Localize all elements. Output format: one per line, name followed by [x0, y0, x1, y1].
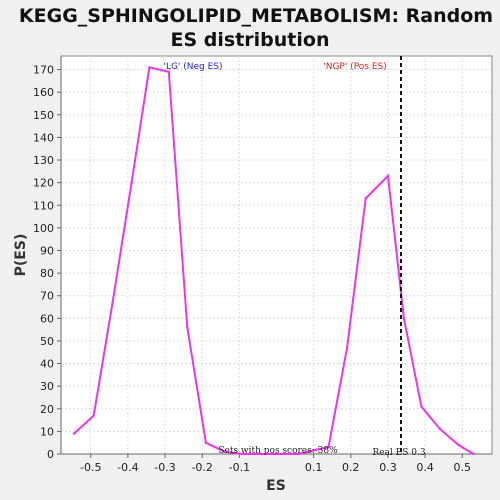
real-es-text: Real ES 0.3 — [372, 448, 425, 458]
sets-with-pos-scores-text: Sets with pos scores: 38% — [218, 446, 338, 456]
data-point-16 — [364, 197, 367, 200]
data-point-5 — [167, 70, 170, 74]
x-tick-label-0: -0.5 — [80, 461, 101, 474]
y-tick-label-0: 0 — [47, 448, 54, 461]
data-point-4 — [148, 66, 151, 69]
y-tick-label-14: 140 — [33, 131, 54, 144]
data-point-6 — [186, 326, 189, 329]
y-tick-label-5: 50 — [40, 335, 54, 348]
y-tick-label-12: 120 — [33, 177, 54, 190]
chart-title-line1: KEGG_SPHINGOLIPID_METABOLISM: Random — [19, 5, 493, 27]
data-point-19 — [420, 405, 423, 408]
y-tick-label-13: 130 — [33, 154, 54, 167]
y-tick-label-2: 20 — [40, 403, 54, 416]
y-tick-label-17: 170 — [33, 64, 54, 77]
y-tick-label-10: 100 — [33, 222, 54, 235]
x-tick-label-8: 0.4 — [416, 461, 434, 474]
data-point-12 — [297, 452, 300, 456]
y-tick-label-15: 150 — [33, 109, 54, 122]
data-point-14 — [327, 446, 330, 449]
y-axis-label: P(ES) — [13, 234, 29, 277]
y-tick-label-6: 60 — [40, 312, 54, 325]
y-tick-label-3: 30 — [40, 380, 54, 393]
data-point-8 — [223, 450, 226, 453]
data-point-13 — [316, 448, 319, 451]
x-axis-label: ES — [266, 478, 286, 494]
data-point-22 — [472, 452, 475, 456]
x-tick-label-7: 0.3 — [379, 461, 397, 474]
data-point-2 — [111, 301, 114, 304]
pos-es-label: 'NGP' (Pos ES) — [323, 62, 387, 72]
data-point-1 — [92, 414, 95, 417]
x-tick-label-3: -0.2 — [191, 461, 212, 474]
data-point-10 — [260, 452, 263, 456]
x-tick-label-4: -0.1 — [229, 461, 250, 474]
chart-title-line2: ES distribution — [171, 29, 330, 51]
y-tick-label-4: 40 — [40, 358, 54, 371]
data-points — [72, 66, 475, 456]
x-tick-label-1: -0.4 — [117, 461, 138, 474]
x-tick-label-6: 0.2 — [342, 461, 360, 474]
data-point-21 — [457, 443, 460, 447]
y-tick-label-16: 160 — [33, 86, 54, 99]
data-point-15 — [345, 346, 349, 349]
neg-es-label: 'LG' (Neg ES) — [163, 62, 222, 72]
y-tick-label-9: 90 — [40, 244, 54, 257]
data-point-11 — [279, 452, 282, 456]
plot-area — [60, 55, 493, 455]
y-tick-label-1: 10 — [40, 425, 54, 438]
data-point-0 — [72, 432, 76, 435]
y-tick-label-8: 80 — [40, 267, 54, 280]
data-point-18 — [402, 317, 406, 320]
data-point-7 — [204, 441, 208, 444]
x-tick-label-9: 0.5 — [454, 461, 472, 474]
x-tick-label-5: 0.1 — [305, 461, 323, 474]
tick-labels: 0 10 20 30 40 50 60 70 80 90 100 110 120 130 140 150 160… — [33, 64, 471, 474]
axes — [57, 56, 492, 458]
data-point-9 — [241, 452, 245, 456]
x-tick-label-2: -0.3 — [154, 461, 175, 474]
data-point-20 — [438, 427, 442, 431]
y-tick-label-7: 70 — [40, 290, 54, 303]
data-point-3 — [130, 181, 133, 184]
y-tick-label-11: 110 — [33, 199, 54, 212]
data-point-17 — [386, 174, 390, 178]
